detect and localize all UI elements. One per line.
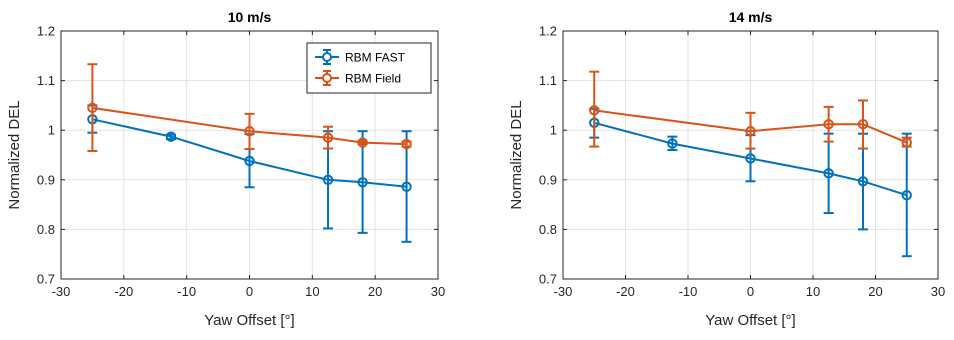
x-tick-label: -30 (554, 284, 573, 299)
data-point (745, 125, 756, 137)
chart-title: 10 m/s (228, 9, 272, 25)
data-point (357, 137, 368, 148)
y-tick-label: 1 (48, 123, 55, 138)
data-point (244, 155, 255, 167)
x-tick-label: 0 (747, 284, 754, 299)
x-tick-label: 10 (806, 284, 820, 299)
legend-label: RBM Field (345, 72, 401, 86)
y-tick-label: 0.8 (539, 222, 557, 237)
chart-title: 14 m/s (729, 9, 773, 25)
x-tick-label: 10 (305, 284, 319, 299)
data-point (165, 131, 177, 142)
x-tick-label: -20 (114, 284, 133, 299)
y-tick-label: 0.8 (37, 222, 55, 237)
legend: RBM FAST RBM Field (306, 42, 432, 94)
data-point (322, 132, 334, 143)
x-tick-label: 30 (931, 284, 945, 299)
series-line (92, 118, 407, 188)
series-rbm-field (87, 63, 412, 153)
data-point (857, 176, 869, 187)
x-tick-label: -20 (616, 284, 635, 299)
data-point (823, 119, 834, 130)
y-tick-label: 1.1 (539, 73, 557, 88)
series-rbm-field (589, 70, 912, 150)
x-tick-label: 20 (868, 284, 882, 299)
x-tick-label: -30 (52, 284, 71, 299)
y-tick-label: 1.2 (539, 24, 557, 39)
data-point (901, 189, 912, 201)
x-tick-label: -10 (679, 284, 698, 299)
x-axis-label: Yaw Offset [°] (204, 312, 294, 329)
data-point (401, 138, 412, 150)
y-tick-label: 1.1 (37, 73, 55, 88)
y-tick-label: 1.2 (37, 24, 55, 39)
legend-entry: RBM FAST (315, 49, 406, 65)
y-axis-label: Normalized DEL (6, 100, 23, 209)
data-point (823, 168, 834, 179)
data-point (589, 105, 600, 116)
x-tick-label: 20 (368, 284, 382, 299)
data-point (87, 102, 98, 114)
x-tick-label: 0 (246, 284, 253, 299)
x-axis-label: Yaw Offset [°] (705, 312, 795, 329)
y-tick-label: 1 (550, 123, 557, 138)
y-tick-label: 0.7 (539, 272, 557, 287)
legend-entry: RBM Field (315, 70, 401, 86)
data-point (857, 119, 869, 130)
y-tick-label: 0.7 (37, 272, 55, 287)
data-point (401, 181, 412, 192)
x-tick-label: 30 (431, 284, 445, 299)
y-tick-label: 0.9 (539, 172, 557, 187)
y-axis-label: Normalized DEL (508, 100, 525, 209)
data-point (244, 125, 255, 137)
data-point (901, 137, 912, 148)
legend-label: RBM FAST (345, 51, 406, 65)
data-point (745, 153, 756, 164)
data-point (357, 177, 368, 188)
x-tick-label: -10 (177, 284, 196, 299)
legend-marker (322, 52, 332, 62)
data-point (322, 174, 334, 186)
series-line (594, 121, 908, 197)
data-point (667, 138, 678, 149)
legend-marker (322, 73, 332, 83)
chart-panel-1: -30 -20 -10 0 10 20 30 0.7 0.8 0.9 1 1.1 1.2 10 m/s Ya… (6, 9, 445, 329)
y-tick-label: 0.9 (37, 172, 55, 187)
chart-panel-2: -30 -20 -10 0 10 20 30 0.7 0.8 0.9 1 1.1 1.2 14 m/s Ya… (508, 9, 945, 329)
